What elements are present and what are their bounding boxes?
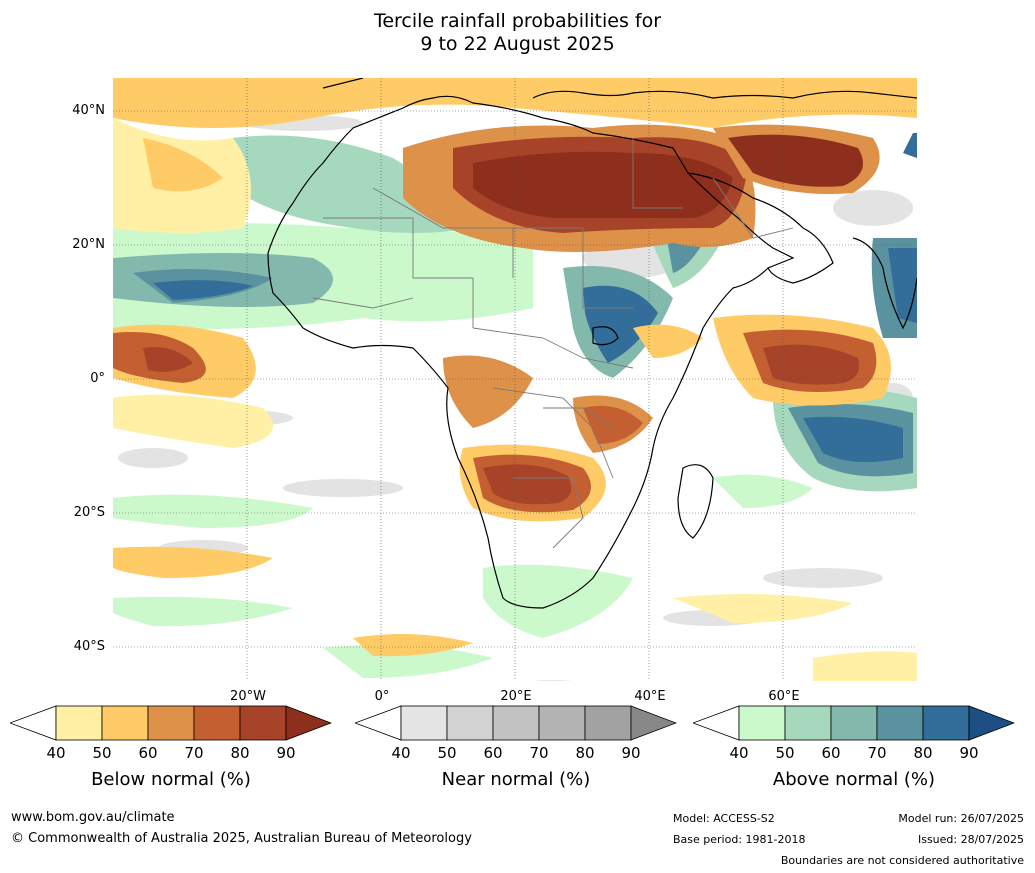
map-canvas (113, 78, 917, 681)
lat-label-40s: 40°S (73, 639, 105, 654)
above-tick-50: 50 (775, 744, 795, 762)
colorbar-below-normal (10, 705, 332, 741)
above-normal-label: Above normal (%) (772, 769, 936, 790)
below-normal-label: Below normal (%) (91, 769, 251, 790)
country-boundaries (312, 138, 794, 549)
lon-label-20e: 20°E (500, 689, 532, 704)
lon-label-20w: 20°W (230, 689, 266, 704)
above-tick-80: 80 (913, 744, 933, 762)
rainfall-probability-map (113, 78, 917, 681)
copyright-text: © Commonwealth of Australia 2025, Austra… (11, 831, 472, 846)
disclaimer-text: Boundaries are not considered authoritat… (780, 854, 1024, 867)
below-tick-90: 90 (276, 744, 296, 762)
lat-label-20n: 20°N (72, 237, 105, 252)
issued-text: Issued: 28/07/2025 (917, 833, 1024, 846)
above-tick-70: 70 (867, 744, 887, 762)
base-period-text: Base period: 1981-2018 (673, 833, 806, 846)
above-tick-90: 90 (959, 744, 979, 762)
map-title: Tercile rainfall probabilities for 9 to … (0, 10, 1035, 56)
above-normal-areas (113, 133, 917, 678)
above-tick-60: 60 (821, 744, 841, 762)
near-tick-80: 80 (575, 744, 595, 762)
lon-label-40e: 40°E (634, 689, 666, 704)
below-tick-80: 80 (230, 744, 250, 762)
near-tick-60: 60 (483, 744, 503, 762)
below-tick-40: 40 (46, 744, 66, 762)
lat-label-0: 0° (90, 371, 105, 386)
lon-label-0: 0° (374, 689, 390, 704)
lat-label-20s: 20°S (73, 505, 105, 520)
below-tick-70: 70 (184, 744, 204, 762)
near-tick-90: 90 (621, 744, 641, 762)
near-normal-label: Near normal (%) (441, 769, 591, 790)
graticule (113, 78, 917, 681)
model-text: Model: ACCESS-S2 (673, 812, 775, 825)
title-line-2: 9 to 22 August 2025 (420, 33, 615, 55)
coastlines (267, 78, 917, 609)
near-tick-50: 50 (437, 744, 457, 762)
title-line-1: Tercile rainfall probabilities for (373, 10, 662, 32)
website-link[interactable]: www.bom.gov.au/climate (11, 810, 175, 825)
colorbar-near-normal (355, 705, 677, 741)
near-tick-40: 40 (391, 744, 411, 762)
lon-label-60e: 60°E (768, 689, 800, 704)
model-run-text: Model run: 26/07/2025 (898, 812, 1024, 825)
below-normal-areas (113, 78, 917, 681)
below-tick-60: 60 (138, 744, 158, 762)
below-tick-50: 50 (92, 744, 112, 762)
above-tick-40: 40 (729, 744, 749, 762)
lat-label-40n: 40°N (72, 103, 105, 118)
near-tick-70: 70 (529, 744, 549, 762)
colorbar-above-normal (693, 705, 1015, 741)
